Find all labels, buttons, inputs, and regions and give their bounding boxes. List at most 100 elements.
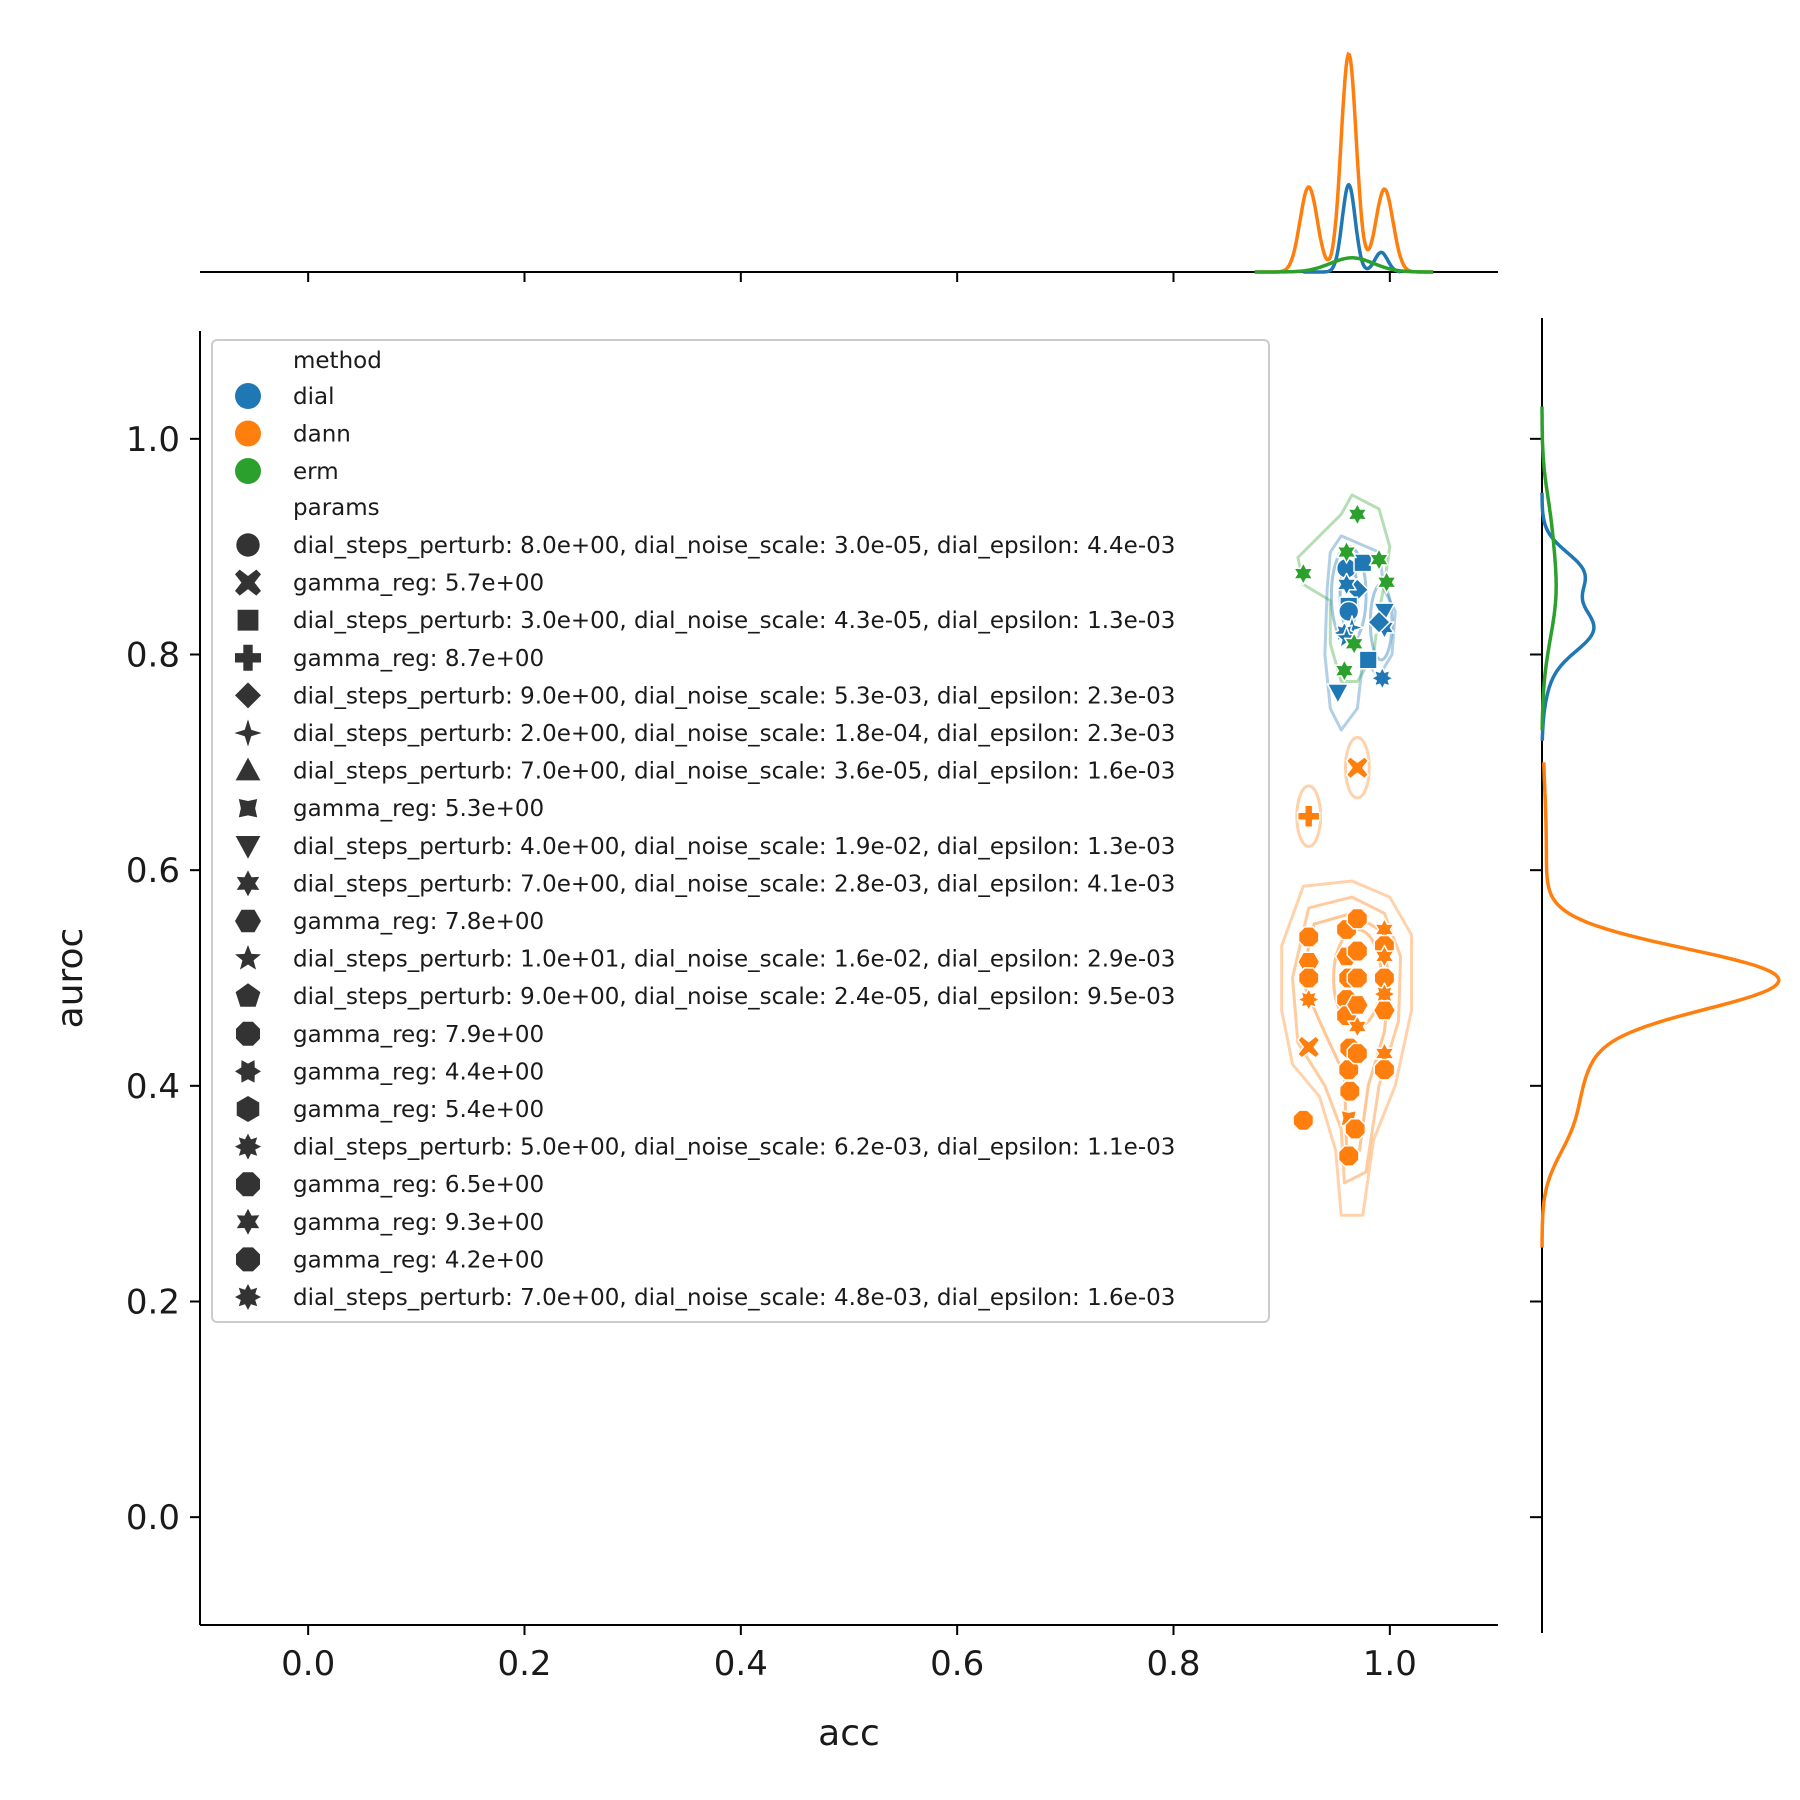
legend-param-label: dial_steps_perturb: 3.0e+00, dial_noise_… <box>293 608 1175 634</box>
legend-marker-star4 <box>234 719 262 747</box>
legend-swatch-dial <box>235 383 261 409</box>
scatter-point-dann <box>1296 987 1321 1012</box>
kde-contour-dann <box>1295 784 1323 848</box>
legend-param-label: dial_steps_perturb: 2.0e+00, dial_noise_… <box>293 721 1175 747</box>
legend-param-label: gamma_reg: 8.7e+00 <box>293 646 544 672</box>
top-marginal-ticks <box>307 272 1391 282</box>
top-marginal <box>200 51 1498 282</box>
right-marginal-ticks <box>1530 437 1542 1519</box>
kde-contour-dann <box>1280 879 1413 1217</box>
y-tick-label: 0.4 <box>126 1067 180 1107</box>
legend-marker-pentagon <box>235 983 261 1007</box>
scatter-point-dial <box>1338 600 1360 623</box>
legend-label-dial: dial <box>293 384 334 410</box>
legend-param-label: gamma_reg: 5.3e+00 <box>293 796 544 822</box>
scatter-point-erm <box>1376 570 1397 595</box>
legend-param-label: dial_steps_perturb: 5.0e+00, dial_noise_… <box>293 1135 1175 1161</box>
legend-param-label: dial_steps_perturb: 7.0e+00, dial_noise_… <box>293 1285 1175 1311</box>
legend-param-label: dial_steps_perturb: 7.0e+00, dial_noise_… <box>293 759 1175 785</box>
y-tick-label: 0.0 <box>126 1498 180 1538</box>
scatter-point-dann <box>1345 994 1370 1016</box>
legend-title-params: params <box>293 495 380 521</box>
scatter-point-erm <box>1343 631 1365 656</box>
scatter-point-erm <box>1347 502 1368 527</box>
joint-axes: 0.0 0.2 0.4 0.6 0.8 1.0 0.0 0.2 0.4 0.6 0.8 1.0 ac… <box>50 331 1498 1754</box>
right-kde-dial <box>1540 492 1596 741</box>
scatter-point-dial <box>1370 666 1395 690</box>
scatter-point-dial <box>1367 610 1391 634</box>
scatter-point-dann <box>1344 1118 1367 1140</box>
scatter-point-dann <box>1346 1042 1369 1065</box>
legend-param-label: dial_steps_perturb: 1.0e+01, dial_noise_… <box>293 947 1175 973</box>
x-axis-label: acc <box>818 1713 880 1754</box>
scatter-point-dann <box>1347 1014 1368 1039</box>
legend-marker-octagon <box>235 1247 261 1272</box>
legend-param-label: dial_steps_perturb: 9.0e+00, dial_noise_… <box>293 683 1175 709</box>
legend-marker-hexagon-v <box>236 1096 260 1122</box>
scatter-point-dann <box>1296 804 1321 828</box>
scatter-point-erm <box>1293 561 1314 586</box>
scatter-point-dial <box>1358 650 1378 670</box>
scatter-point-dann <box>1338 1080 1361 1103</box>
legend-marker-plus <box>235 644 261 671</box>
legend-marker-square <box>237 609 259 631</box>
scatter-point-dann <box>1346 907 1369 930</box>
legend-marker-star6 <box>236 870 260 897</box>
legend-param-label: gamma_reg: 5.7e+00 <box>293 571 544 597</box>
legend-marker-star6b <box>235 1060 261 1083</box>
top-kde-erm <box>1254 256 1434 274</box>
legend-swatch-dann <box>235 420 261 447</box>
legend-label-dann: dann <box>293 422 351 448</box>
scatter-point-dann <box>1346 967 1369 989</box>
legend-param-label: gamma_reg: 4.4e+00 <box>293 1059 544 1085</box>
y-axis-label: auroc <box>50 928 91 1029</box>
scatter-point-dann <box>1296 1035 1321 1059</box>
legend-marker-star5 <box>235 944 261 970</box>
right-marginal-kde <box>1540 406 1781 1248</box>
kde-contour-dann <box>1343 736 1371 800</box>
legend-marker-triangle-up <box>235 757 261 781</box>
top-kde-dial <box>1303 182 1401 274</box>
x-tick-label: 0.6 <box>930 1644 984 1684</box>
top-kde-dann <box>1254 51 1434 274</box>
scatter-point-erm <box>1368 547 1390 572</box>
legend-param-label: gamma_reg: 4.2e+00 <box>293 1247 544 1273</box>
legend-marker-hexagon <box>235 909 261 933</box>
scatter-point-dann <box>1345 755 1370 780</box>
x-tick-label: 0.4 <box>714 1644 768 1684</box>
right-kde-dann <box>1540 762 1781 1248</box>
legend-marker-octagon <box>235 1172 261 1197</box>
legend-marker-circle <box>236 533 260 557</box>
right-marginal <box>1530 318 1781 1633</box>
legend-marker-x <box>235 569 261 596</box>
legend-param-label: gamma_reg: 9.3e+00 <box>293 1210 544 1236</box>
legend-swatch-erm <box>235 458 261 484</box>
legend-methods: dial dann erm <box>235 383 351 485</box>
y-tick-label: 0.8 <box>126 636 180 676</box>
legend-param-label: gamma_reg: 6.5e+00 <box>293 1172 544 1198</box>
x-tick-label: 0.0 <box>281 1644 335 1684</box>
legend-marker-star8 <box>235 1133 261 1160</box>
right-kde-erm <box>1540 406 1558 730</box>
legend-marker-diamond <box>235 682 261 709</box>
scatter-point-dann <box>1297 926 1320 948</box>
scatter-point-dial <box>1336 572 1357 597</box>
legend-param-label: gamma_reg: 7.8e+00 <box>293 909 544 935</box>
scatter-point-erm <box>1336 540 1357 564</box>
legend-title-method: method <box>293 348 382 374</box>
x-tick-label: 1.0 <box>1363 1644 1417 1684</box>
scatter-point-dann <box>1346 940 1369 962</box>
x-tick-label: 0.8 <box>1146 1644 1200 1684</box>
scatter-point-dial <box>1326 683 1350 704</box>
legend: method dial dann erm params dial_steps_per… <box>211 339 1270 1323</box>
legend-marker-star6 <box>236 1208 260 1235</box>
y-tick-label: 0.6 <box>126 851 180 891</box>
scatter-point-dann <box>1297 967 1320 989</box>
kde-contour-dann <box>1291 895 1403 1185</box>
legend-marker-triangle-down <box>235 836 261 859</box>
scatter-points <box>1292 502 1397 1167</box>
legend-param-label: dial_steps_perturb: 9.0e+00, dial_noise_… <box>293 984 1175 1010</box>
y-tick-label: 0.2 <box>126 1283 180 1323</box>
legend-param-label: dial_steps_perturb: 8.0e+00, dial_noise_… <box>293 533 1175 559</box>
